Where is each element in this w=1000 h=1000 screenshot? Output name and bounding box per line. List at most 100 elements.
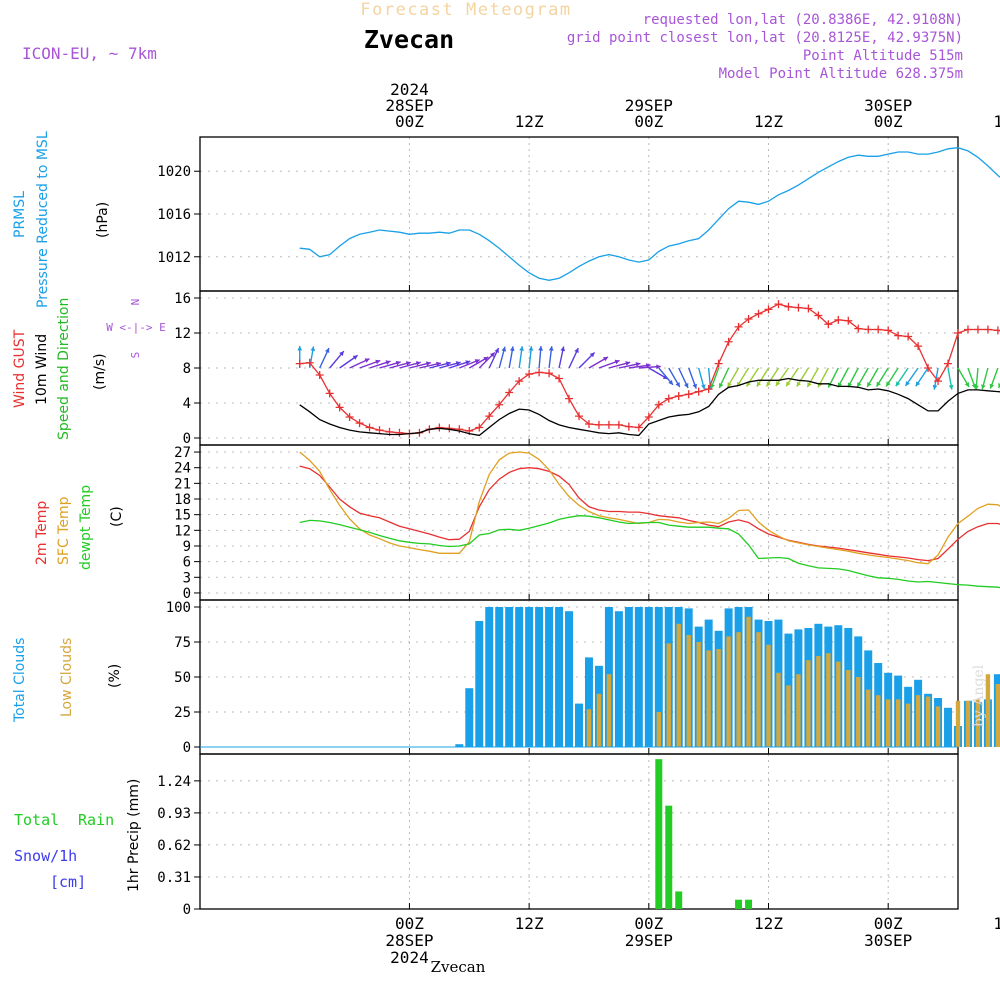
temperature-ytick-label: 27 <box>174 445 191 461</box>
wind-ytick-label: 12 <box>174 326 191 342</box>
low-cloud-bar <box>756 632 761 747</box>
wind-gust-marker <box>824 320 833 329</box>
wind-gust-marker <box>604 420 613 429</box>
precip-legend-total: Total <box>14 811 59 829</box>
low-cloud-bar <box>736 632 741 747</box>
wind-direction-arrowhead <box>895 381 901 387</box>
wind-direction-arrowhead <box>786 381 791 387</box>
wind-gust-marker <box>724 337 733 346</box>
total-cloud-bar <box>565 611 574 747</box>
wind-direction-arrowhead <box>425 361 431 367</box>
low-cloud-bar <box>955 700 961 747</box>
top-time-label: 12Z <box>993 112 1000 131</box>
wind-gust-marker <box>475 423 484 432</box>
wind-direction-arrowhead <box>297 346 303 351</box>
wind-gust-marker <box>495 400 504 409</box>
wind-direction-arrowhead <box>718 382 724 388</box>
wind-direction-arrowhead <box>625 361 631 366</box>
total-cloud-bar <box>505 607 514 747</box>
temperature-ytick-label: 0 <box>183 586 191 602</box>
temp-legend-dew: dewpt Temp <box>78 485 94 570</box>
footer-location: Zvecan <box>431 958 486 976</box>
wind-gust-marker <box>734 322 743 331</box>
wind-gust-marker <box>834 315 843 324</box>
total-cloud-bar <box>944 707 953 747</box>
wind-direction-arrowhead <box>405 361 411 366</box>
wind-direction-arrowhead <box>766 381 771 387</box>
top-time-label: 00Z <box>874 112 903 131</box>
precip-ylabel: 1hr Precip (mm) <box>126 779 142 892</box>
wind-gust-marker <box>335 403 344 412</box>
wind-direction-arrowhead <box>519 346 524 351</box>
wind-direction-arrowhead <box>915 381 921 387</box>
wind-direction-arrowhead <box>474 359 480 364</box>
bottom-time-label: 00Z <box>634 914 663 933</box>
pressure-ytick-label: 1016 <box>157 207 191 223</box>
rain-bar <box>665 805 673 909</box>
wind-direction-arrowhead <box>589 352 595 358</box>
wind-gust-marker <box>754 309 763 318</box>
low-cloud-bar <box>995 684 1000 747</box>
precip-legend-cm: [cm] <box>50 873 86 891</box>
precip-ytick-label: 1.24 <box>157 774 191 790</box>
wind-direction-arrowhead <box>385 360 391 365</box>
temperature-ytick-label: 15 <box>174 508 191 524</box>
low-cloud-bar <box>696 642 701 747</box>
total-cloud-bar <box>495 607 504 747</box>
wind-gust-marker <box>784 302 793 311</box>
low-cloud-bar <box>856 677 861 747</box>
pressure-ytick-label: 1020 <box>157 164 191 180</box>
wind-direction-arrowhead <box>964 382 969 388</box>
top-time-label: 00Z <box>395 112 424 131</box>
temperature-series-sfc-temp <box>299 451 1000 565</box>
clouds-ylabel: (%) <box>107 664 123 688</box>
wind-gust-marker <box>545 369 554 378</box>
low-cloud-bar <box>726 636 731 747</box>
pressure-series-prmsl <box>299 147 1000 281</box>
wind-gust-marker <box>954 329 962 337</box>
wind-direction-arrowhead <box>886 381 891 387</box>
model-label: ICON-EU, ~ 7km <box>22 44 157 63</box>
total-cloud-bar <box>515 607 524 747</box>
temperature-ytick-label: 3 <box>183 570 191 586</box>
wind-direction-arrowhead <box>867 382 872 388</box>
bottom-time-label: 12Z <box>515 914 544 933</box>
wind-direction-arrowhead <box>668 379 673 385</box>
low-cloud-bar <box>746 616 751 747</box>
point-altitude: Point Altitude 515m <box>803 48 963 64</box>
low-cloud-bar <box>656 712 661 747</box>
temperature-ytick-label: 24 <box>174 461 191 477</box>
low-cloud-bar <box>975 699 981 747</box>
location-title: Zvecan <box>364 25 454 54</box>
low-cloud-bar <box>885 699 891 747</box>
wind-direction-arrowhead <box>364 358 370 363</box>
wind-gust-marker <box>674 392 683 400</box>
temperature-series-dewpt-temp <box>299 515 1000 589</box>
total-cloud-bar <box>535 607 544 747</box>
wind-gust-marker <box>854 324 863 333</box>
precip-legend-rain: Rain <box>78 811 114 829</box>
wind-direction-arrowhead <box>415 361 421 366</box>
pressure-legend-msl: Pressure Reduced to MSL <box>35 131 51 308</box>
wind-gust-marker <box>395 428 404 437</box>
total-cloud-bar <box>545 607 554 747</box>
temperature-ytick-label: 18 <box>174 492 191 508</box>
wind-legend-10m: 10m Wind <box>34 334 50 405</box>
low-cloud-bar <box>846 670 851 747</box>
wind-direction-arrowhead <box>675 382 680 388</box>
low-cloud-bar <box>786 685 791 747</box>
compass-axis: W <-|-> E <box>106 321 166 334</box>
temperature-ytick-label: 12 <box>174 523 191 539</box>
wind-gust-marker <box>774 300 783 309</box>
total-cloud-bar <box>455 744 464 747</box>
wind-gust-marker <box>934 377 943 386</box>
low-cloud-bar <box>596 693 602 747</box>
precip-ytick-label: 0.31 <box>157 870 191 886</box>
precip-ytick-label: 0 <box>183 902 191 918</box>
bottom-time-label: 12Z <box>754 914 783 933</box>
wind-direction-arrowhead <box>692 383 697 389</box>
low-cloud-bar <box>686 635 691 747</box>
wind-direction-arrowhead <box>494 348 499 354</box>
low-cloud-bar <box>866 689 871 747</box>
clouds-ytick-label: 50 <box>174 670 191 686</box>
